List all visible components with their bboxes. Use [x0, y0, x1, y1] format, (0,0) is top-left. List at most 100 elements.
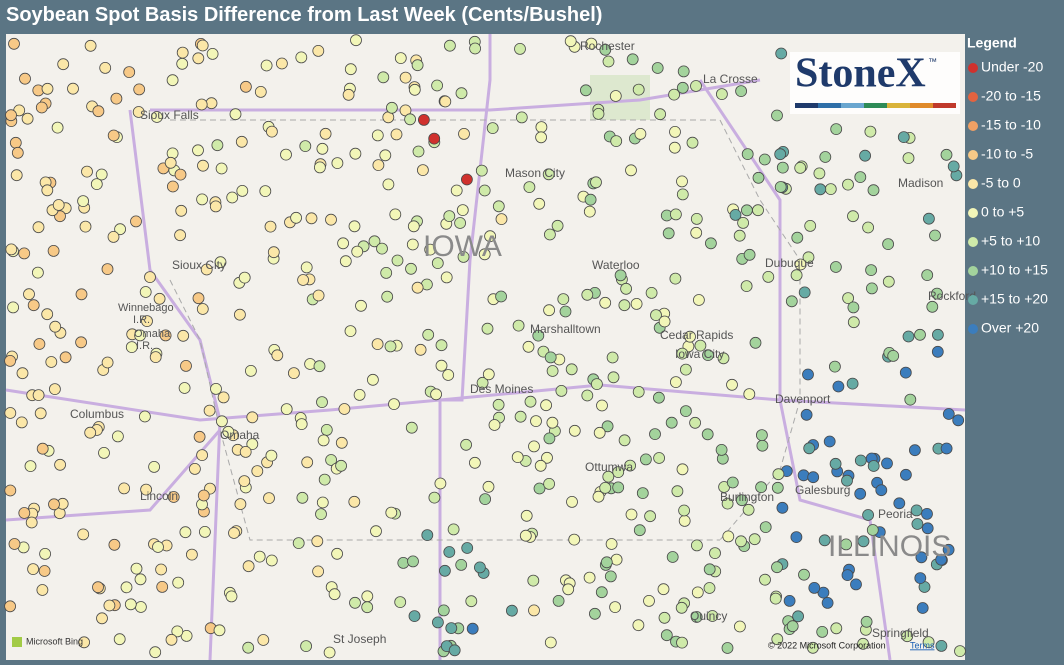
data-point — [132, 106, 145, 118]
data-point — [680, 405, 692, 418]
data-point — [581, 288, 594, 301]
data-point — [355, 299, 367, 312]
place-label: La Crosse — [703, 72, 758, 86]
data-point — [686, 136, 699, 149]
data-point — [931, 345, 944, 358]
data-point — [342, 88, 355, 101]
data-point — [737, 216, 749, 229]
data-point — [932, 328, 944, 341]
legend-swatch — [968, 121, 978, 131]
data-point — [824, 183, 837, 196]
data-point — [813, 167, 826, 180]
data-point — [32, 221, 45, 234]
data-point — [134, 329, 147, 342]
data-point — [77, 195, 89, 208]
data-point — [484, 230, 497, 243]
data-point — [865, 264, 877, 277]
data-point — [854, 487, 867, 500]
data-point — [881, 457, 893, 470]
data-point — [47, 244, 60, 257]
data-point — [192, 144, 204, 157]
data-point — [5, 109, 17, 122]
data-point — [512, 319, 525, 332]
data-point — [653, 452, 665, 464]
data-point — [153, 292, 166, 305]
place-label: Mason City — [505, 166, 565, 180]
data-point — [505, 604, 518, 617]
data-point — [456, 204, 469, 217]
data-point — [466, 622, 479, 635]
place-label: Burlington — [720, 490, 774, 504]
data-point — [866, 524, 879, 536]
data-point — [909, 444, 921, 457]
legend-swatch — [968, 63, 978, 73]
data-point — [847, 301, 860, 314]
data-point — [180, 359, 192, 372]
data-point — [798, 286, 811, 299]
data-point — [721, 497, 734, 510]
data-point — [478, 248, 491, 261]
data-point — [411, 59, 424, 72]
data-point — [717, 352, 730, 365]
place-label: Peoria — [878, 507, 913, 521]
data-point — [155, 563, 168, 576]
data-point — [676, 347, 689, 360]
data-point — [802, 368, 814, 381]
data-point — [519, 529, 532, 542]
data-point — [438, 564, 451, 577]
place-label: Dubuque — [765, 256, 814, 270]
data-point — [112, 430, 124, 443]
data-point — [313, 360, 326, 373]
terms-link[interactable]: Terms — [910, 640, 935, 650]
place-label: Columbus — [70, 407, 124, 421]
data-point — [19, 72, 31, 85]
data-point — [424, 243, 437, 256]
data-point — [644, 510, 656, 523]
data-point — [729, 208, 742, 221]
data-point — [103, 599, 116, 612]
data-point — [461, 542, 474, 554]
data-point — [649, 428, 661, 441]
data-point — [678, 515, 691, 527]
data-point — [926, 300, 939, 313]
data-point — [669, 125, 681, 138]
data-point — [75, 288, 88, 301]
data-point — [57, 58, 70, 71]
data-point — [192, 52, 205, 65]
data-point — [584, 193, 597, 206]
data-point — [817, 586, 830, 599]
data-point — [228, 527, 240, 539]
data-point — [435, 339, 448, 352]
data-point — [458, 127, 470, 140]
data-point — [430, 388, 443, 401]
data-point — [317, 434, 330, 447]
data-point — [165, 633, 178, 646]
place-label: Quincy — [690, 609, 727, 623]
data-point — [265, 125, 278, 138]
data-point — [150, 111, 163, 123]
data-point — [118, 482, 130, 495]
data-point — [32, 266, 44, 279]
data-point — [522, 340, 535, 353]
data-point — [416, 164, 429, 177]
data-point — [300, 261, 313, 274]
data-point — [653, 391, 665, 404]
data-point — [741, 204, 753, 217]
data-point — [546, 416, 559, 429]
data-point — [408, 610, 421, 622]
data-point — [743, 248, 756, 261]
data-point — [244, 364, 257, 377]
data-point — [666, 551, 679, 563]
place-label: Winnebago — [118, 302, 174, 314]
data-point — [562, 583, 575, 596]
data-point — [954, 645, 966, 657]
data-point — [887, 349, 900, 362]
place-label: Sioux City — [172, 258, 226, 272]
data-point — [592, 108, 605, 120]
data-point — [492, 398, 505, 411]
data-point — [807, 471, 820, 484]
data-point — [581, 389, 594, 402]
data-point — [706, 610, 719, 622]
data-point — [841, 474, 853, 487]
data-point — [311, 535, 324, 548]
